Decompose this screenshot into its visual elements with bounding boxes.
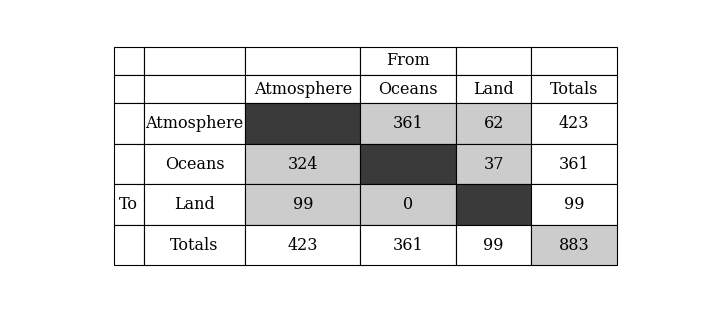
Text: 62: 62 (483, 115, 504, 132)
Bar (531, 184, 617, 225)
Bar (531, 225, 617, 265)
Bar (245, 103, 361, 144)
Text: 324: 324 (288, 155, 318, 172)
Bar (361, 75, 456, 103)
Bar (143, 47, 245, 75)
Bar (531, 144, 617, 184)
Bar (245, 225, 361, 265)
Bar (143, 144, 245, 184)
Bar (245, 184, 361, 225)
Bar (361, 103, 456, 144)
Text: Atmosphere: Atmosphere (145, 115, 244, 132)
Bar (114, 47, 143, 75)
Text: 423: 423 (288, 237, 318, 254)
Text: 883: 883 (559, 237, 590, 254)
Bar (114, 225, 143, 265)
Bar (114, 103, 143, 144)
Text: Land: Land (473, 81, 514, 98)
Bar (114, 144, 143, 184)
Bar (456, 75, 531, 103)
Bar (245, 47, 361, 75)
Bar (114, 75, 143, 103)
Text: 361: 361 (393, 237, 424, 254)
Bar (361, 184, 456, 225)
Bar (531, 47, 617, 75)
Text: 99: 99 (483, 237, 504, 254)
Bar (143, 103, 245, 144)
Text: 37: 37 (483, 155, 504, 172)
Text: 361: 361 (393, 115, 424, 132)
Text: Totals: Totals (170, 237, 219, 254)
Bar (361, 144, 456, 184)
Bar (114, 184, 143, 225)
Text: To: To (119, 196, 138, 213)
Bar (361, 47, 456, 75)
Bar (456, 184, 531, 225)
Bar (245, 75, 361, 103)
Text: Land: Land (174, 196, 215, 213)
Bar (456, 47, 531, 75)
Bar (143, 184, 245, 225)
Bar (456, 144, 531, 184)
Text: 99: 99 (293, 196, 313, 213)
Bar (456, 103, 531, 144)
Bar (143, 75, 245, 103)
Bar (245, 144, 361, 184)
Bar (143, 225, 245, 265)
Text: 99: 99 (564, 196, 585, 213)
Text: 361: 361 (559, 155, 590, 172)
Text: Totals: Totals (550, 81, 598, 98)
Text: 0: 0 (403, 196, 414, 213)
Bar (531, 103, 617, 144)
Text: 423: 423 (559, 115, 590, 132)
Text: Atmosphere: Atmosphere (254, 81, 352, 98)
Text: Oceans: Oceans (165, 155, 225, 172)
Bar (361, 225, 456, 265)
Bar (456, 225, 531, 265)
Bar (531, 75, 617, 103)
Text: Oceans: Oceans (379, 81, 438, 98)
Text: From: From (386, 52, 430, 69)
